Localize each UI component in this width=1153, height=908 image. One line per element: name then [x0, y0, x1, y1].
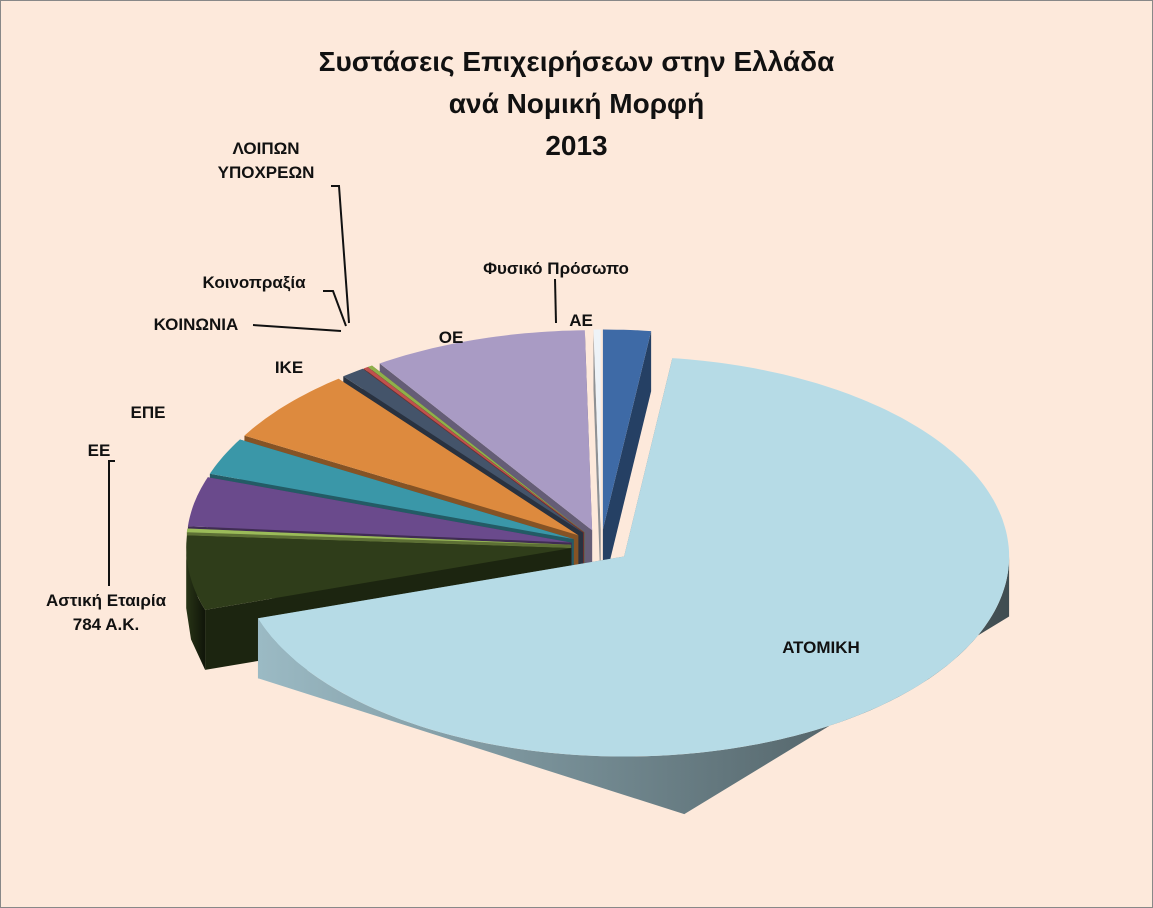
slice-label: ΚΟΙΝΩΝΙΑ — [153, 315, 239, 334]
slice-wall — [593, 329, 601, 590]
slice-top — [209, 439, 574, 540]
slice-top — [602, 329, 652, 530]
leader-line — [323, 290, 347, 327]
slice-top — [593, 329, 601, 530]
leader-line — [331, 185, 350, 324]
slice-top — [186, 528, 572, 545]
slice-label: ΕΠΕ — [130, 403, 166, 422]
slice-top — [244, 378, 579, 536]
leader-line — [108, 460, 115, 586]
slice-label: Αστική Εταιρία 784 Α.Κ. — [45, 591, 167, 634]
slice-side — [258, 556, 1010, 815]
slice-top — [379, 330, 593, 531]
leader-line — [252, 324, 342, 332]
slice-label: ΑΤΟΜΙΚΗ — [782, 638, 860, 657]
slice-top — [367, 365, 585, 533]
slice-label: ΟΕ — [438, 328, 464, 347]
chart-title: Συστάσεις Επιχειρήσεων στην Ελλάδα ανά Ν… — [318, 46, 835, 161]
slice — [257, 358, 1010, 815]
slice-top — [186, 535, 572, 610]
slice-label: Φυσικό Πρόσωπο — [483, 259, 629, 278]
slice-label: ΕΕ — [87, 441, 111, 460]
leader-line — [554, 278, 557, 324]
slice-top — [258, 358, 1010, 757]
slice-label: Κοινοπραξία — [202, 273, 306, 292]
slice — [602, 329, 652, 590]
slice-side — [186, 548, 206, 670]
slice-wall — [602, 331, 652, 590]
slice-label: ΛΟΙΠΩΝ ΥΠΟΧΡΕΩΝ — [217, 139, 315, 182]
slice-top — [343, 368, 584, 533]
slice — [593, 329, 601, 590]
slice-label: ΑΕ — [569, 311, 593, 330]
slice-top — [363, 367, 584, 533]
slice-top — [187, 477, 572, 543]
slice-label: ΙΚΕ — [274, 358, 304, 377]
